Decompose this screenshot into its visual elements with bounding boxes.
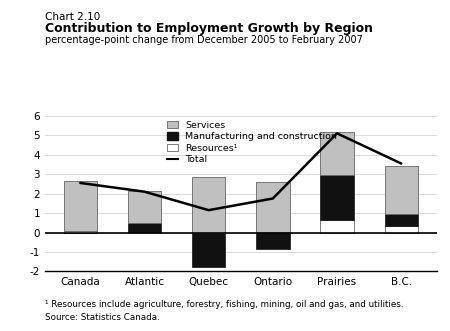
Text: Source: Statistics Canada.: Source: Statistics Canada.	[45, 313, 160, 322]
Text: percentage-point change from December 2005 to February 2007: percentage-point change from December 20…	[45, 35, 363, 45]
Text: Contribution to Employment Growth by Region: Contribution to Employment Growth by Reg…	[45, 22, 373, 34]
Bar	[384, 214, 418, 226]
Bar	[320, 132, 354, 175]
Bar	[192, 232, 225, 266]
Bar	[128, 223, 161, 232]
Bar	[63, 231, 97, 232]
Bar	[128, 191, 161, 223]
Bar	[256, 182, 289, 232]
Bar	[384, 226, 418, 232]
Bar	[63, 232, 97, 233]
Text: Chart 2.10: Chart 2.10	[45, 12, 100, 22]
Text: ¹ Resources include agriculture, forestry, fishing, mining, oil and gas, and uti: ¹ Resources include agriculture, forestr…	[45, 300, 404, 308]
Bar	[63, 181, 97, 231]
Bar	[256, 232, 289, 249]
Bar	[384, 166, 418, 214]
Bar	[192, 177, 225, 232]
Legend: Services, Manufacturing and construction, Resources¹, Total: Services, Manufacturing and construction…	[167, 120, 337, 165]
Bar	[320, 175, 354, 220]
Bar	[320, 220, 354, 232]
